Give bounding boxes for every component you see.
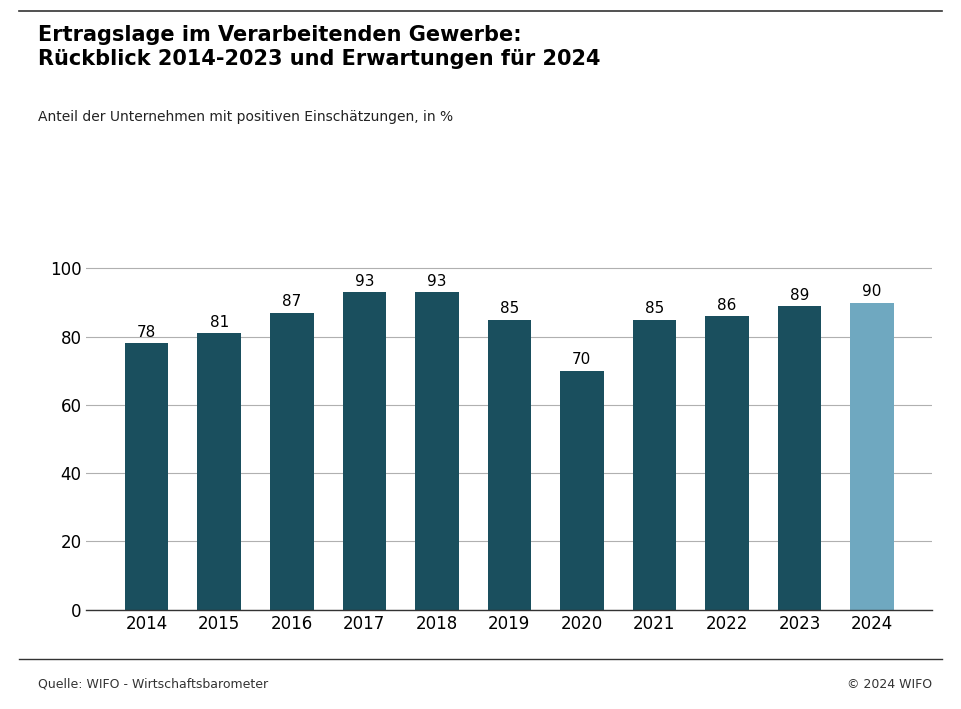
Text: 85: 85 xyxy=(645,301,664,316)
Text: 93: 93 xyxy=(355,274,374,289)
Bar xyxy=(342,292,386,610)
Bar xyxy=(487,320,531,610)
Bar xyxy=(560,371,604,610)
Text: 90: 90 xyxy=(862,284,881,299)
Bar xyxy=(125,343,168,610)
Text: © 2024 WIFO: © 2024 WIFO xyxy=(847,678,932,691)
Text: Ertragslage im Verarbeitenden Gewerbe:
Rückblick 2014-2023 und Erwartungen für 2: Ertragslage im Verarbeitenden Gewerbe: R… xyxy=(38,25,601,69)
Text: 81: 81 xyxy=(209,315,229,330)
Text: 86: 86 xyxy=(717,298,736,313)
Bar xyxy=(415,292,458,610)
Text: Anteil der Unternehmen mit positiven Einschätzungen, in %: Anteil der Unternehmen mit positiven Ein… xyxy=(38,110,454,124)
Bar xyxy=(197,333,241,610)
Text: 89: 89 xyxy=(790,288,809,303)
Text: 78: 78 xyxy=(137,325,157,340)
Bar xyxy=(850,303,894,610)
Bar xyxy=(270,313,313,610)
Bar xyxy=(632,320,677,610)
Text: 70: 70 xyxy=(572,352,591,367)
Bar xyxy=(705,316,749,610)
Text: 93: 93 xyxy=(427,274,447,289)
Bar xyxy=(777,306,822,610)
Text: 85: 85 xyxy=(500,301,519,316)
Text: Quelle: WIFO - Wirtschaftsbarometer: Quelle: WIFO - Wirtschaftsbarometer xyxy=(38,678,268,691)
Text: 87: 87 xyxy=(283,294,302,309)
